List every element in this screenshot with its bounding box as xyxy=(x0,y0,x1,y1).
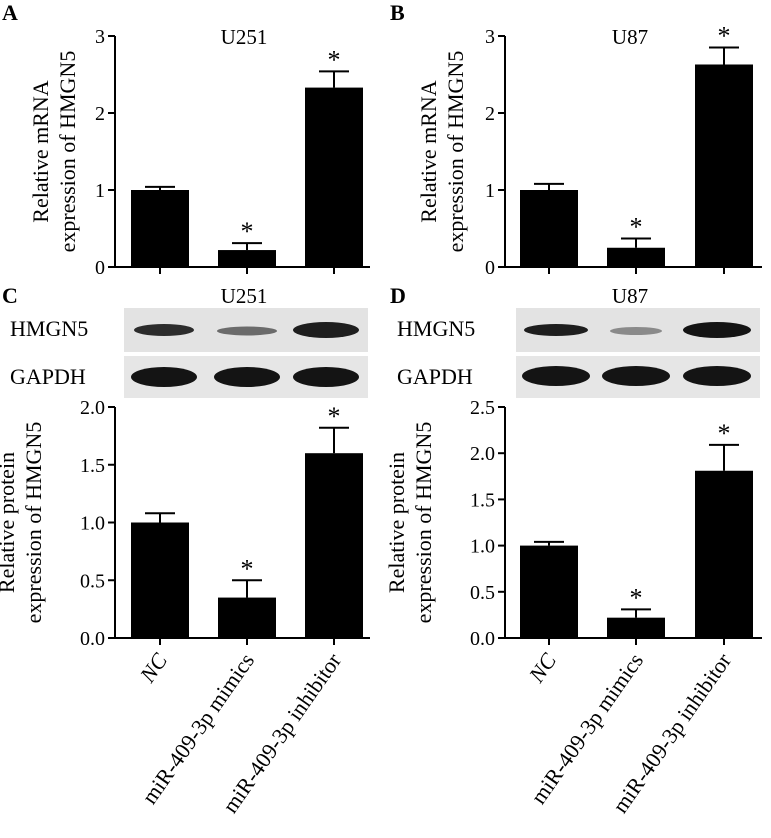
blot-c-hmgn5-label: HMGN5 xyxy=(10,316,88,341)
chart-a-title: U251 xyxy=(221,25,268,49)
y-axis-label: Relative protein xyxy=(384,452,409,593)
blot-d-image xyxy=(516,308,760,398)
y-tick-label: 2 xyxy=(95,103,105,125)
blot-d-gapdh-label: GAPDH xyxy=(397,364,473,389)
y-tick-label: 2 xyxy=(485,103,495,125)
bar xyxy=(218,597,276,638)
chart-d: 0.0 0.5 1.0 1.5 2.0 2.5 * * Relative protein expr… xyxy=(384,397,762,818)
y-axis-label: expression of HMGN5 xyxy=(21,422,46,624)
panel-letter-b: B xyxy=(390,0,405,25)
y-tick-label: 1.5 xyxy=(80,455,105,477)
bar xyxy=(305,87,363,267)
y-tick-label: 0.5 xyxy=(80,570,105,592)
panel-letter-a: A xyxy=(2,0,18,25)
significance-star: * xyxy=(328,45,341,74)
category-label: NC xyxy=(523,648,561,687)
y-tick-label: 1.0 xyxy=(470,536,495,558)
blot-c-image xyxy=(124,308,368,398)
bar xyxy=(607,617,665,638)
y-tick-label: 3 xyxy=(95,26,105,48)
bar xyxy=(607,247,665,267)
y-tick-label: 1.0 xyxy=(80,513,105,535)
y-tick-label: 1 xyxy=(485,180,495,202)
significance-star: * xyxy=(718,419,731,448)
category-label: NC xyxy=(134,648,172,687)
y-tick-label: 1 xyxy=(95,180,105,202)
y-axis-label: Relative mRNA xyxy=(416,80,441,222)
blot-c-title: U251 xyxy=(221,284,268,308)
y-axis-label: expression of HMGN5 xyxy=(55,51,80,253)
panel-letter-c: C xyxy=(2,283,18,308)
y-axis-label: expression of HMGN5 xyxy=(443,51,468,253)
bar xyxy=(131,190,189,267)
significance-star: * xyxy=(328,402,341,431)
chart-a: 0 1 2 3 * * Relative mRNA expression of HMGN5 xyxy=(28,26,370,279)
blot-d-title: U87 xyxy=(612,284,648,308)
y-tick-label: 0.0 xyxy=(470,628,495,650)
bar xyxy=(520,190,578,267)
bar xyxy=(520,545,578,638)
y-axis-label: Relative protein xyxy=(0,452,19,593)
bar xyxy=(218,250,276,267)
y-tick-label: 1.5 xyxy=(470,489,495,511)
chart-c: 0.0 0.5 1.0 1.5 2.0 * * Relative protein express… xyxy=(0,397,370,818)
y-tick-label: 0 xyxy=(95,257,105,279)
y-tick-label: 2.0 xyxy=(470,443,495,465)
significance-star: * xyxy=(630,213,643,242)
chart-b: 0 1 2 3 * * Relative mRNA expression of HMGN5 xyxy=(416,22,762,279)
y-tick-label: 2.0 xyxy=(80,397,105,419)
blot-d-hmgn5-label: HMGN5 xyxy=(397,316,475,341)
y-axis-label: Relative mRNA xyxy=(28,80,53,222)
y-tick-label: 0.0 xyxy=(80,628,105,650)
y-axis-label: expression of HMGN5 xyxy=(411,422,436,624)
y-tick-label: 0.5 xyxy=(470,582,495,604)
bar xyxy=(131,522,189,638)
significance-star: * xyxy=(241,217,254,246)
y-tick-label: 0 xyxy=(485,257,495,279)
blot-c-gapdh-label: GAPDH xyxy=(10,364,86,389)
chart-b-title: U87 xyxy=(612,25,648,49)
bar xyxy=(305,453,363,638)
y-tick-label: 2.5 xyxy=(470,397,495,419)
significance-star: * xyxy=(718,22,731,51)
bar xyxy=(695,64,753,268)
significance-star: * xyxy=(630,583,643,612)
bar xyxy=(695,470,753,638)
significance-star: * xyxy=(241,554,254,583)
y-tick-label: 3 xyxy=(485,26,495,48)
panel-letter-d: D xyxy=(390,283,406,308)
